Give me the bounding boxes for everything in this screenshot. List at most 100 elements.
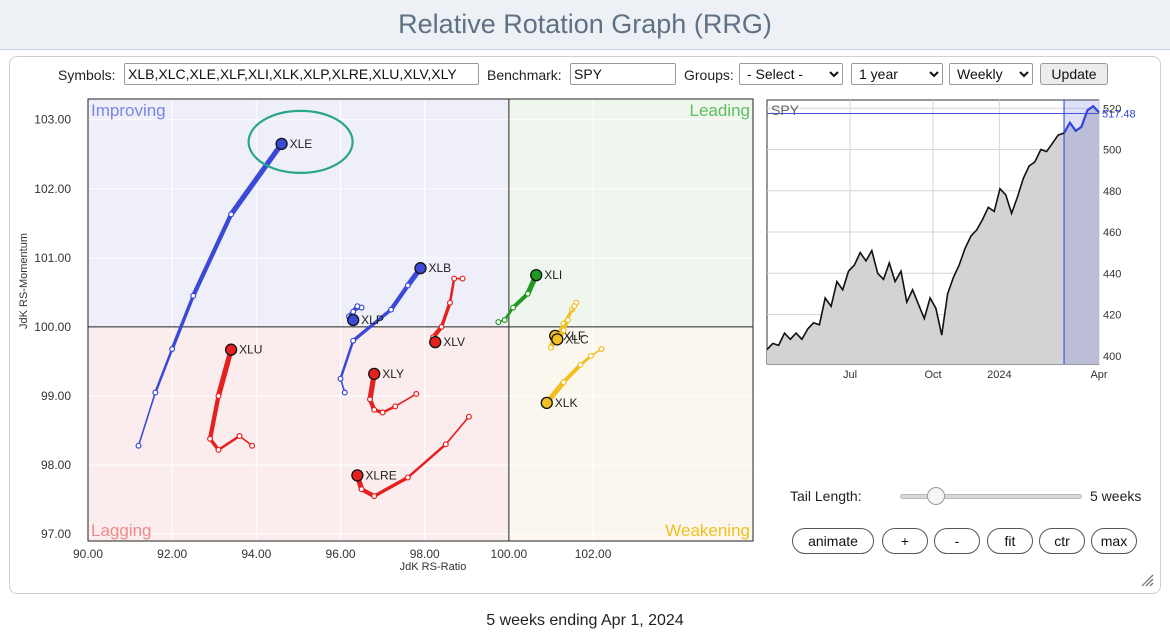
spy-tail-line: [1063, 104, 1100, 134]
head-point-xlv: [429, 335, 442, 349]
tail-length-slider-thumb[interactable]: [927, 487, 946, 505]
series-xlb: XLB: [337, 261, 451, 396]
animate-button[interactable]: animate: [792, 528, 874, 554]
series-label-xlf: XLF: [563, 329, 585, 343]
update-button[interactable]: Update: [1040, 63, 1108, 85]
tail-length-slider[interactable]: [900, 494, 1082, 499]
tail-point-xlb: [404, 282, 411, 289]
zoom-out-button[interactable]: -: [934, 528, 980, 554]
tail-segment-xlre: [444, 415, 470, 446]
controls-bar: Symbols: Benchmark: Groups: - Select - 1…: [10, 63, 1162, 87]
spy-x-tick-label: Oct: [924, 369, 941, 381]
series-label-xly: XLY: [382, 367, 404, 381]
tail-segment-xlv: [448, 277, 456, 304]
rrg-chart[interactable]: Improving Leading Lagging Weakening 90.00 92.…: [18, 98, 754, 573]
tail-point-xlre: [465, 413, 472, 420]
quadrant-lagging: [88, 326, 509, 541]
max-button[interactable]: max: [1091, 528, 1137, 554]
tail-segment-xle: [170, 294, 195, 351]
tail-point-xlb: [350, 337, 357, 344]
tail-point-xlp: [350, 308, 357, 315]
tail-point-xle: [190, 292, 197, 299]
series-xlp: XLP: [345, 303, 384, 327]
center-button[interactable]: ctr: [1039, 528, 1085, 554]
spy-line: [766, 105, 1100, 351]
tail-segment-xli: [511, 291, 530, 310]
tail-point-xlc: [560, 327, 567, 334]
tail-point-xli: [510, 304, 517, 311]
tail-length-control: Tail Length: 5 weeks: [790, 485, 1150, 507]
period-select[interactable]: 1 year: [851, 63, 943, 85]
quadrant-weakening: [508, 326, 753, 541]
spy-x-tick-label: Jul: [843, 369, 857, 381]
tail-point-xlre: [358, 486, 365, 493]
zoom-in-button[interactable]: +: [882, 528, 928, 554]
tail-point-xle: [169, 346, 176, 353]
tail-segment-xlu: [217, 434, 241, 452]
tail-segment-xlk: [561, 362, 583, 385]
groups-select[interactable]: - Select -: [739, 63, 843, 85]
tail-point-xly: [413, 390, 420, 397]
head-point-xlre: [351, 469, 364, 482]
series-xle: XLE: [135, 137, 312, 449]
tail-point-xli: [524, 290, 531, 297]
head-point-xlk: [540, 396, 553, 410]
x-axis-label: JdK RS-Ratio: [400, 561, 467, 573]
tail-segment-xlb: [351, 307, 393, 343]
quadrant-label-weakening: Weakening: [665, 521, 750, 540]
tail-point-xlk: [560, 379, 567, 386]
tail-segment-xlb: [339, 339, 355, 380]
footer-caption: 5 weeks ending Apr 1, 2024: [486, 612, 684, 629]
spy-chart: Jul Oct 2024 Apr 400 420 440 460 480 500 520517.48…: [766, 99, 1136, 381]
tail-segment-xly: [394, 393, 418, 408]
spy-y-tick-label: 460: [1103, 227, 1121, 239]
tail-point-xlb: [337, 375, 344, 382]
symbols-input[interactable]: [124, 63, 479, 85]
tail-point-xlk: [587, 352, 594, 359]
y-tick-label: 97.00: [41, 527, 71, 541]
head-point-xlu: [224, 343, 238, 356]
spy-y-tick-label: 440: [1103, 268, 1121, 280]
tail-point-xlf: [547, 344, 554, 351]
chart-canvas: Improving Leading Lagging Weakening 90.00 92.…: [18, 98, 1136, 573]
series-label-xlv: XLV: [443, 335, 465, 349]
tail-segment-xle: [191, 212, 234, 298]
y-tick-label: 102.00: [34, 182, 71, 196]
series-xly: XLY: [366, 367, 420, 416]
tail-point-xlu: [207, 435, 214, 442]
head-point-xle: [275, 137, 288, 151]
benchmark-input[interactable]: [570, 63, 676, 85]
tail-point-xlv: [438, 323, 445, 330]
y-tick-label: 101.00: [34, 251, 71, 265]
tail-point-xlv: [451, 275, 458, 282]
series-xlc: XLC: [551, 303, 589, 346]
tail-point-xlre: [371, 493, 378, 500]
resize-grip-icon[interactable]: [1140, 573, 1154, 587]
tail-point-xlu: [249, 442, 256, 449]
series-label-xlp: XLP: [361, 313, 384, 327]
interval-select[interactable]: Weekly: [949, 63, 1033, 85]
benchmark-label: Benchmark:: [487, 67, 562, 83]
quadrant-leading: [508, 99, 753, 327]
fit-button[interactable]: fit: [987, 528, 1033, 554]
series-label-xlre: XLRE: [365, 468, 396, 482]
tail-point-xlu: [215, 392, 222, 399]
x-tick-label: 94.00: [241, 547, 271, 561]
y-tick-label: 98.00: [41, 458, 71, 472]
tail-point-xlb: [388, 306, 395, 313]
series-label-xlk: XLK: [555, 396, 578, 410]
spy-area: [767, 106, 1099, 364]
symbols-label: Symbols:: [58, 67, 116, 83]
y-tick-label: 103.00: [34, 113, 71, 127]
head-point-xly: [368, 367, 381, 381]
quadrant-label-improving: Improving: [91, 101, 166, 120]
rrg-panel: Symbols: Benchmark: Groups: - Select - 1…: [9, 56, 1161, 594]
page-title: Relative Rotation Graph (RRG): [398, 9, 772, 39]
tail-point-xlk: [577, 361, 584, 368]
tail-point-xly: [379, 409, 386, 416]
tail-segment-xlb: [388, 283, 411, 312]
tail-segment-xlre: [406, 443, 448, 479]
tail-length-value: 5 weeks: [1090, 488, 1142, 504]
tail-segment-xlu: [215, 347, 234, 399]
tail-segment-xle: [154, 347, 174, 394]
